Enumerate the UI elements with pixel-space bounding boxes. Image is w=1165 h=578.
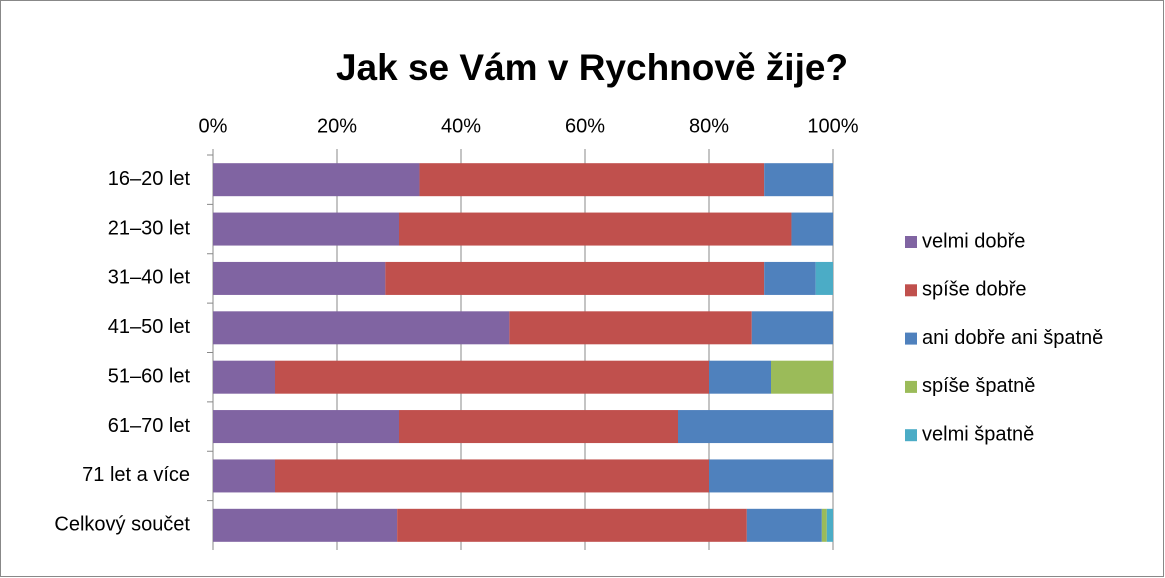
bar-segment bbox=[385, 261, 765, 295]
bar-segment bbox=[678, 410, 833, 444]
legend-label: ani dobře ani špatně bbox=[922, 327, 1103, 349]
bar-segment bbox=[764, 261, 816, 295]
legend-swatch bbox=[905, 429, 917, 442]
bar-segment bbox=[791, 212, 833, 246]
y-tick-label: 31–40 let bbox=[108, 267, 191, 289]
bar-segment bbox=[509, 311, 752, 345]
legend-label: velmi dobře bbox=[922, 230, 1025, 252]
x-tick-label: 60% bbox=[565, 115, 605, 137]
bar-segment bbox=[821, 508, 827, 542]
bar-segment bbox=[746, 508, 822, 542]
bar-segment bbox=[213, 459, 275, 493]
bar-segment bbox=[213, 410, 399, 444]
bar-segment bbox=[399, 212, 792, 246]
bar-segment bbox=[815, 261, 833, 295]
legend-label: spíše dobře bbox=[922, 279, 1027, 301]
chart-title: Jak se Vám v Rychnově žije? bbox=[336, 47, 848, 88]
y-tick-label: 16–20 let bbox=[108, 168, 191, 190]
bar-segment bbox=[764, 163, 833, 197]
legend-swatch bbox=[905, 332, 917, 345]
legend-label: spíše špatně bbox=[922, 375, 1035, 397]
y-tick-label: 51–60 let bbox=[108, 365, 191, 387]
y-tick-label: Celkový součet bbox=[54, 514, 190, 536]
bar-segment bbox=[419, 163, 765, 197]
bar-segment bbox=[213, 212, 399, 246]
x-tick-label: 80% bbox=[689, 115, 729, 137]
x-tick-label: 0% bbox=[199, 115, 228, 137]
x-tick-label: 40% bbox=[441, 115, 481, 137]
y-tick-label: 41–50 let bbox=[108, 316, 191, 338]
bar-segment bbox=[709, 360, 771, 394]
bar-segment bbox=[213, 360, 275, 394]
legend-swatch bbox=[905, 380, 917, 393]
bar-segment bbox=[213, 163, 420, 197]
legend-label: velmi špatně bbox=[922, 423, 1034, 445]
legend-swatch bbox=[905, 236, 917, 248]
bar-segment bbox=[275, 360, 709, 394]
bar-segment bbox=[771, 360, 833, 394]
y-tick-label: 71 let a více bbox=[82, 464, 190, 486]
bar-segment bbox=[213, 508, 398, 542]
y-tick-label: 61–70 let bbox=[108, 415, 191, 437]
bar-segment bbox=[709, 459, 833, 493]
x-tick-label: 100% bbox=[807, 115, 858, 137]
bar-segment bbox=[399, 410, 678, 444]
y-tick-label: 21–30 let bbox=[108, 217, 191, 239]
x-tick-label: 20% bbox=[317, 115, 357, 137]
bar-segment bbox=[751, 311, 833, 345]
bar-segment bbox=[397, 508, 747, 542]
bar-segment bbox=[213, 311, 510, 345]
bar-segment bbox=[275, 459, 709, 493]
bar-segment bbox=[213, 261, 386, 295]
legend-swatch bbox=[905, 284, 917, 297]
bar-segment bbox=[826, 508, 833, 542]
